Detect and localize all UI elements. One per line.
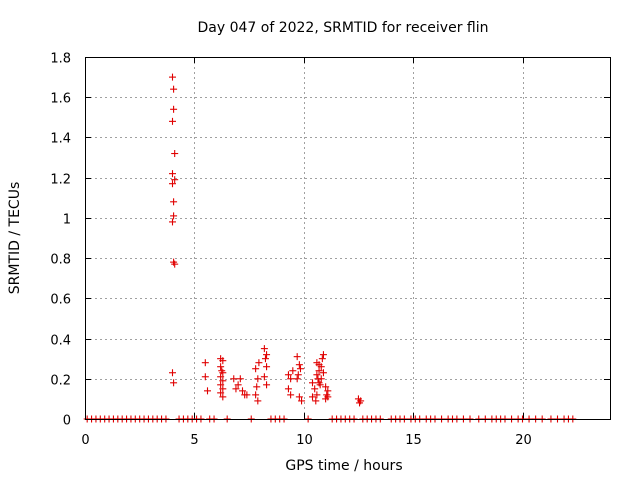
data-point — [170, 105, 178, 113]
x-tick-label: 0 — [81, 433, 89, 448]
data-point — [201, 359, 209, 367]
data-point — [311, 385, 319, 393]
data-point — [295, 393, 303, 401]
data-point — [293, 353, 301, 361]
data-point — [169, 218, 176, 226]
data-point — [170, 85, 178, 93]
y-tick-label: 0.2 — [50, 374, 71, 389]
y-tick-label: 0.6 — [50, 293, 71, 308]
data-point — [289, 367, 297, 375]
data-point — [170, 212, 178, 220]
y-tick-label: 1.2 — [50, 173, 71, 188]
data-point — [201, 373, 209, 381]
y-tick-label: 1.8 — [50, 52, 71, 67]
data-point — [217, 363, 225, 371]
y-tick-label: 1.4 — [50, 132, 71, 147]
grid-lines — [85, 57, 610, 419]
data-point — [232, 385, 240, 393]
data-point — [169, 369, 176, 377]
chart-title: Day 047 of 2022, SRMTID for receiver fli… — [198, 20, 489, 36]
data-point — [312, 397, 320, 405]
data-point — [219, 385, 227, 393]
data-point — [204, 387, 211, 395]
x-axis-label: GPS time / hours — [285, 458, 402, 474]
data-point — [219, 377, 227, 385]
data-point — [293, 375, 301, 383]
data-point — [236, 375, 244, 383]
data-point — [252, 391, 260, 399]
data-point — [260, 345, 268, 353]
data-point — [324, 393, 332, 401]
data-point — [287, 375, 295, 383]
data-point — [263, 351, 271, 359]
x-axis-ticks: 0 5 10 15 20 — [81, 57, 532, 448]
data-point — [252, 365, 260, 373]
data-point — [318, 355, 326, 363]
data-point — [253, 383, 261, 391]
data-point — [219, 357, 227, 365]
data-point — [243, 391, 251, 399]
data-point — [169, 117, 176, 125]
data-point — [234, 381, 242, 389]
data-point — [284, 385, 292, 393]
data-point — [296, 365, 304, 373]
data-point — [313, 371, 321, 379]
plot-frame — [85, 57, 611, 420]
data-point — [263, 363, 271, 371]
data-point — [309, 379, 316, 387]
y-axis-ticks: 0 0.2 0.4 0.6 0.8 1 1.2 1.4 1.6 1.8 — [50, 52, 610, 429]
y-tick-label: 1.6 — [50, 92, 71, 107]
data-point — [324, 387, 332, 395]
data-point — [255, 359, 263, 367]
data-point — [170, 379, 178, 387]
data-point — [295, 361, 303, 369]
y-tick-label: 0 — [63, 414, 71, 429]
x-tick-label: 15 — [405, 433, 422, 448]
y-tick-label: 1 — [63, 213, 71, 228]
y-axis-label: SRMTID / TECUs — [7, 182, 23, 295]
data-point — [263, 381, 271, 389]
data-point — [217, 381, 225, 389]
y-tick-label: 0.8 — [50, 253, 71, 268]
data-point — [171, 150, 179, 158]
data-point — [322, 383, 330, 391]
data-point — [284, 371, 292, 379]
data-point — [298, 397, 306, 405]
data-point — [219, 393, 227, 401]
data-point — [357, 397, 365, 405]
x-tick-label: 10 — [296, 433, 313, 448]
data-point — [170, 198, 178, 206]
data-point — [254, 397, 262, 405]
data-point — [169, 170, 176, 178]
x-tick-label: 20 — [515, 433, 532, 448]
data-point — [319, 369, 327, 377]
data-point — [315, 367, 323, 375]
y-tick-label: 0.4 — [50, 334, 71, 349]
data-point — [169, 180, 176, 188]
data-point — [319, 351, 327, 359]
data-point — [239, 387, 246, 395]
data-point — [294, 371, 302, 379]
data-point — [171, 176, 179, 184]
data-points — [83, 73, 577, 423]
data-point — [314, 375, 322, 383]
data-point — [171, 260, 179, 268]
data-point — [261, 355, 269, 363]
data-point — [317, 363, 325, 371]
data-point — [169, 73, 176, 81]
data-point — [217, 373, 225, 381]
data-point — [217, 389, 225, 397]
data-point — [313, 391, 321, 399]
data-point — [287, 391, 295, 399]
data-point — [230, 375, 238, 383]
data-point — [260, 373, 268, 381]
data-point — [254, 375, 262, 383]
data-point — [218, 367, 226, 375]
data-point — [316, 381, 324, 389]
data-point — [309, 393, 316, 401]
x-tick-label: 5 — [190, 433, 198, 448]
